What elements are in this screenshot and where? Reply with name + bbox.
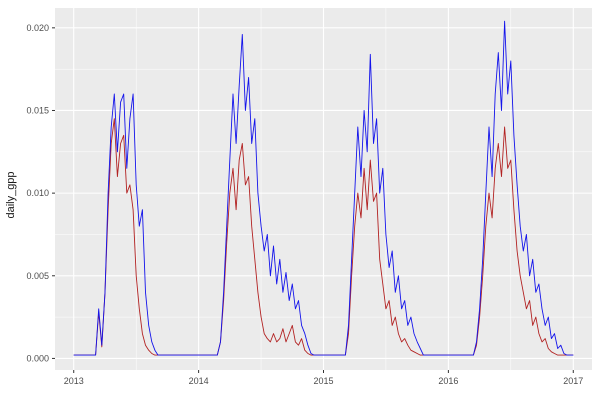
- y-tick-label: 0.005: [26, 271, 49, 281]
- series-line-blue: [73, 20, 574, 356]
- x-tick-label: 2016: [438, 376, 458, 386]
- y-tick-label: 0.020: [26, 23, 49, 33]
- x-tick-label: 2015: [313, 376, 333, 386]
- x-tick-label: 2014: [189, 376, 209, 386]
- y-tick-label: 0.010: [26, 188, 49, 198]
- y-tick-label: 0.015: [26, 105, 49, 115]
- x-tick-label: 2017: [563, 376, 583, 386]
- x-tick-label: 2013: [64, 376, 84, 386]
- y-axis-title: daily_gpp: [5, 171, 17, 219]
- y-tick-label: 0.000: [26, 353, 49, 363]
